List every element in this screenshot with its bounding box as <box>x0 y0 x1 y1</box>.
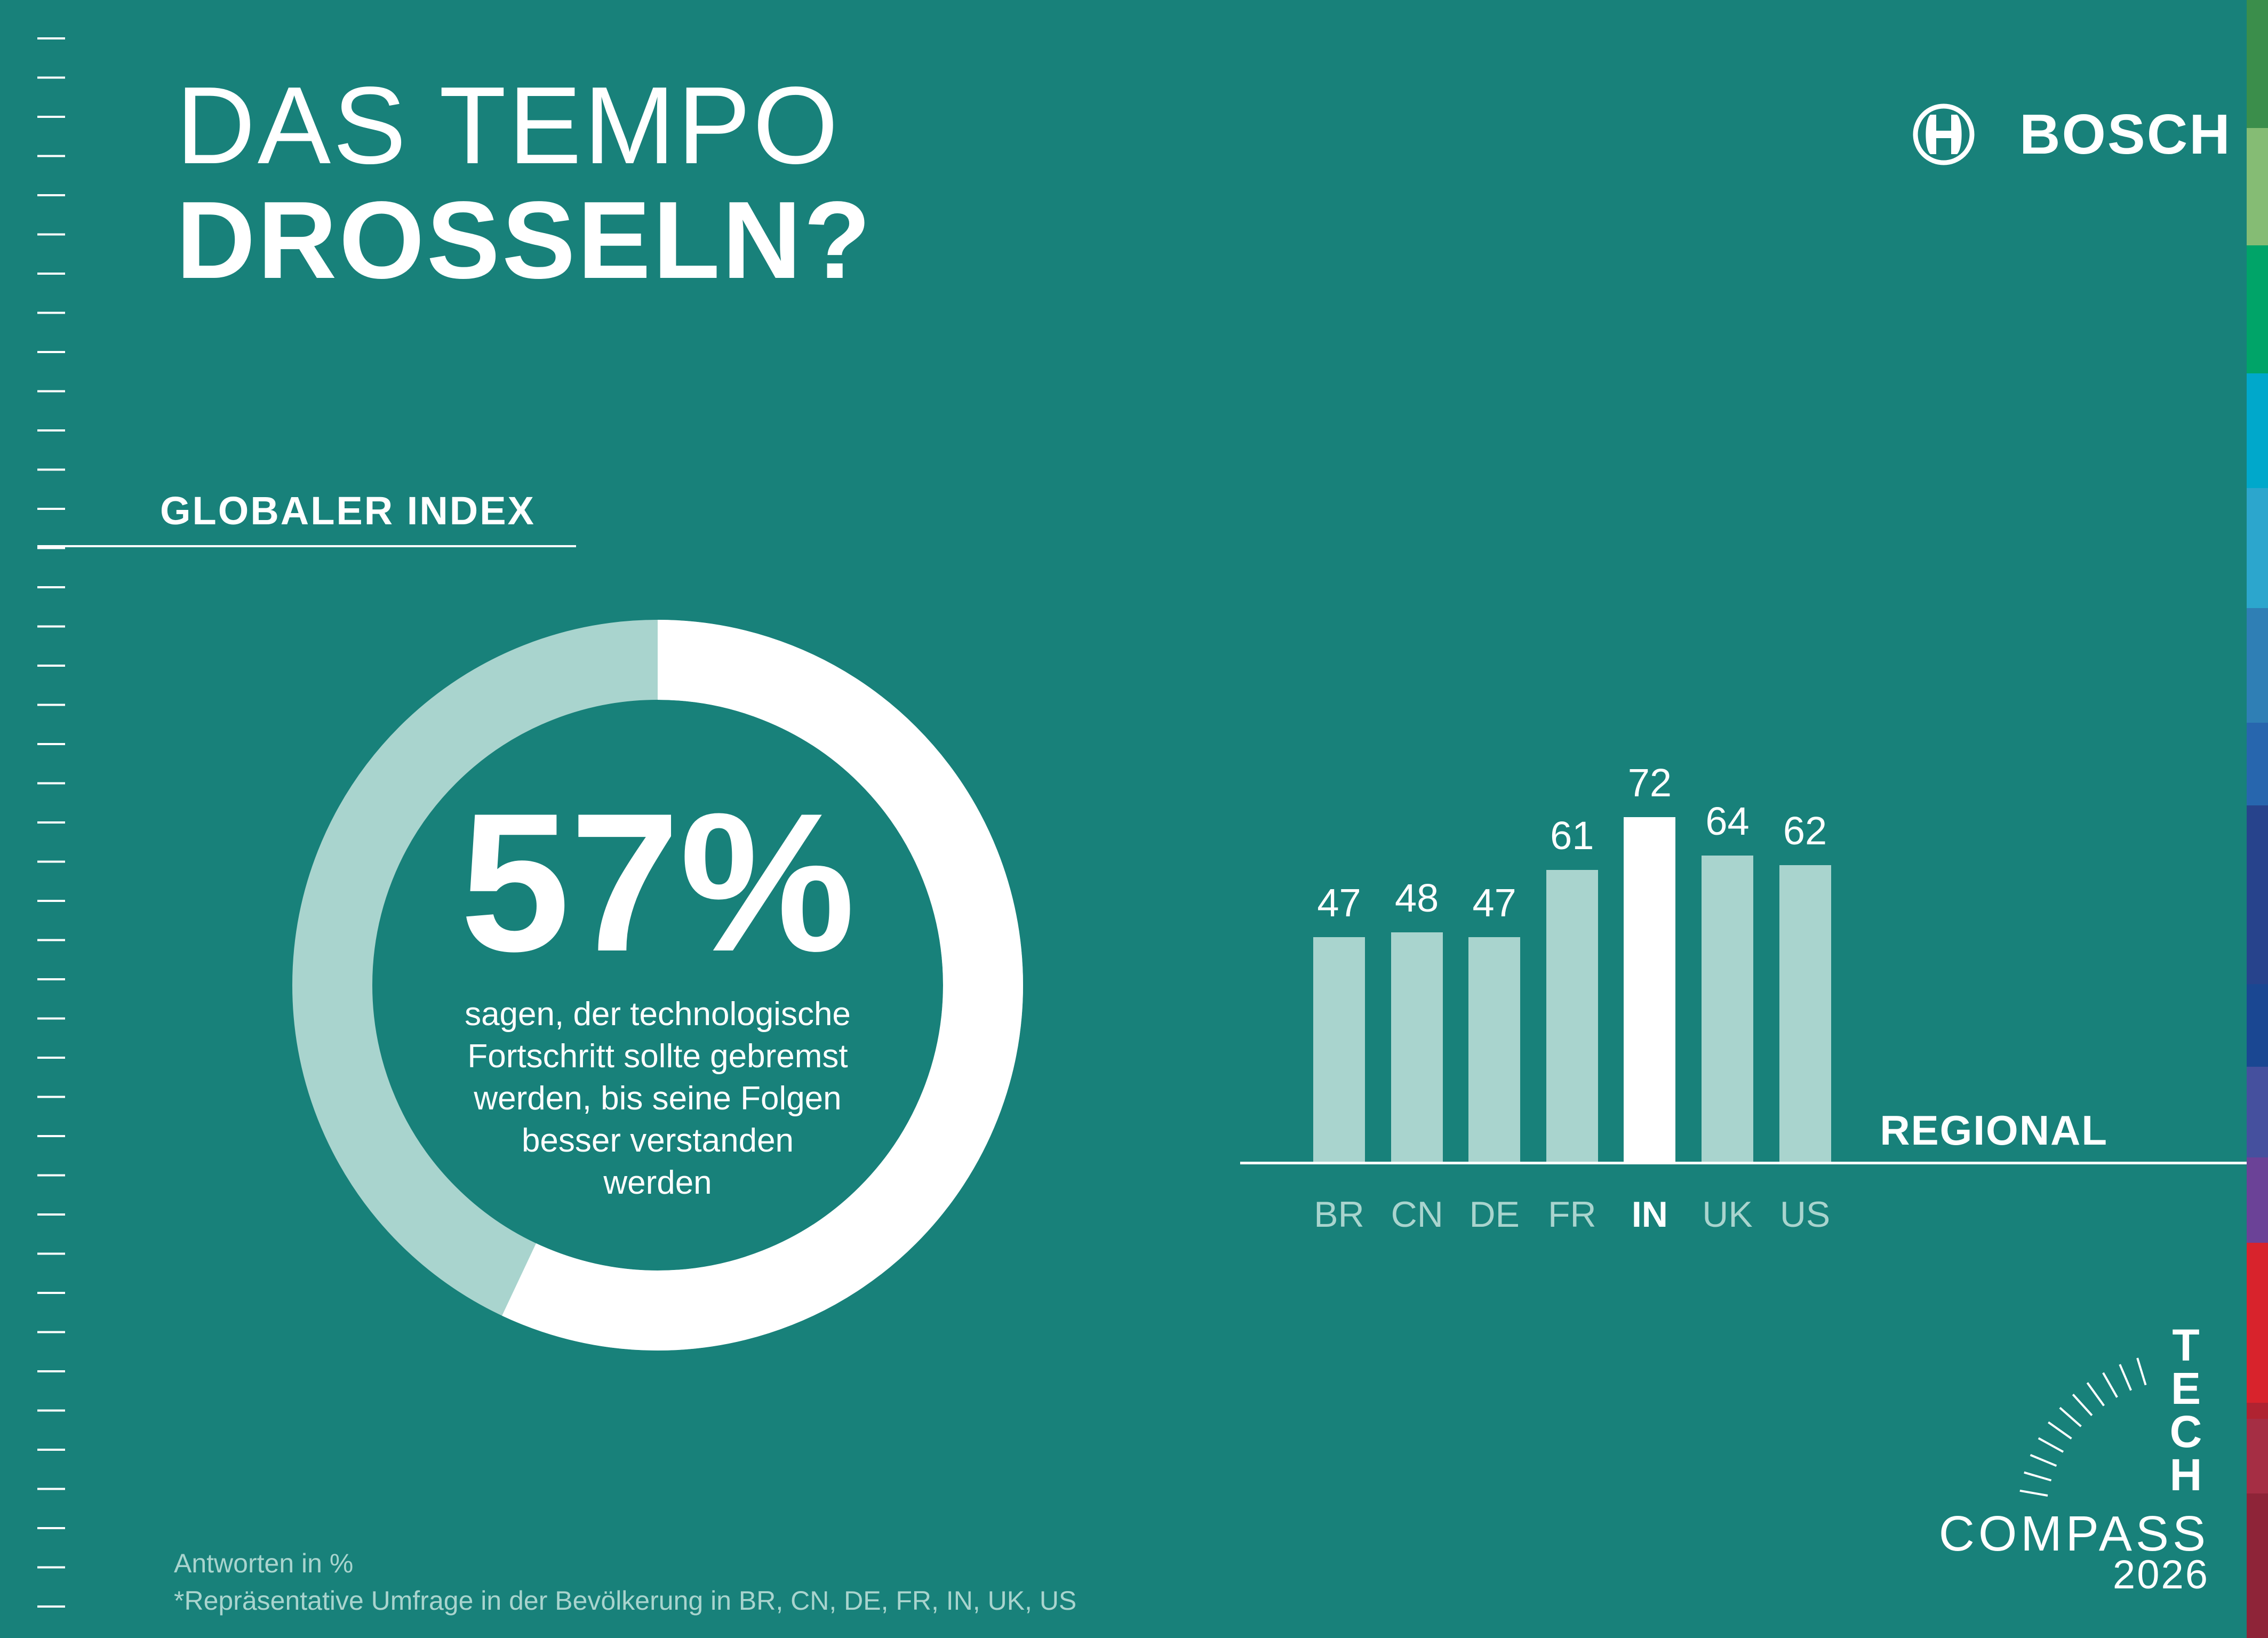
donut-percent-label: 57% <box>460 772 856 993</box>
bar-category-label: CN <box>1391 1194 1443 1235</box>
donut-description-line: sagen, der technologische <box>465 996 851 1033</box>
edge-color-stripe <box>2247 0 2268 1638</box>
tech-letter: E <box>2170 1363 2201 1413</box>
bar-group-in: 72 <box>1624 760 1676 1163</box>
bar-chart-baseline <box>1240 1162 2247 1164</box>
bar-category-row: BR CN DE FR IN UK US <box>1313 1194 1831 1235</box>
donut-description-line: werden <box>603 1164 712 1201</box>
bar-group-us: 62 <box>1779 808 1831 1163</box>
bar-value-label: 48 <box>1394 876 1439 920</box>
bar <box>1701 856 1753 1163</box>
stripe-segment <box>2247 1493 2268 1638</box>
donut-description-line: besser verstanden <box>521 1122 794 1159</box>
stripe-segment <box>2247 1419 2268 1493</box>
stripe-segment <box>2247 805 2268 984</box>
bosch-wordmark: BOSCH <box>2019 103 2232 166</box>
bar-value-label: 61 <box>1550 813 1594 858</box>
bar-value-label: 47 <box>1472 881 1516 925</box>
tech-vertical-wordmark: T E C H <box>2159 1320 2213 1500</box>
bar <box>1624 817 1676 1163</box>
tech-letter: C <box>2169 1407 2202 1457</box>
stripe-segment <box>2247 128 2268 245</box>
page-title: DAS TEMPO DROSSELN? <box>176 68 873 298</box>
section-label-globaler-index: GLOBALER INDEX <box>160 489 536 533</box>
title-line-1: DAS TEMPO <box>176 64 841 187</box>
title-line-2: DROSSELN? <box>176 179 873 301</box>
stripe-segment <box>2247 723 2268 805</box>
footnote: Antworten in % *Repräsentative Umfrage i… <box>174 1545 1076 1619</box>
year-label: 2026 <box>2112 1552 2209 1597</box>
bar <box>1391 932 1443 1163</box>
section-underline <box>37 545 576 547</box>
bosch-anchor-icon <box>1913 103 1975 165</box>
bar-value-label: 47 <box>1317 881 1361 925</box>
donut-description-line: werden, bis seine Folgen <box>474 1080 842 1117</box>
bar-value-label: 72 <box>1627 761 1672 805</box>
stripe-segment <box>2247 984 2268 1067</box>
footnote-line-1: Antworten in % <box>174 1548 354 1578</box>
bar-category-label: FR <box>1547 1194 1596 1235</box>
bar <box>1546 870 1598 1163</box>
donut-chart <box>292 620 1023 1351</box>
bar-category-label: US <box>1779 1194 1831 1235</box>
stripe-segment <box>2247 245 2268 373</box>
bar-group-de: 47 <box>1468 880 1521 1163</box>
tech-letter: T <box>2172 1320 2200 1370</box>
bar-category-label: IN <box>1631 1194 1668 1235</box>
stripe-segment <box>2247 1157 2268 1243</box>
bar <box>1779 865 1831 1163</box>
bar-group-uk: 64 <box>1701 798 1753 1163</box>
bar <box>1468 937 1521 1163</box>
footnote-line-2: *Repräsentative Umfrage in der Bevölkeru… <box>174 1586 1077 1616</box>
tech-letter: H <box>2169 1450 2202 1500</box>
bar-category-label: BR <box>1314 1194 1364 1235</box>
ruler-ticks <box>37 37 65 1635</box>
gauge-ticks-icon <box>2019 1357 2147 1497</box>
bar-chart: 47 48 47 61 72 64 62 <box>1313 760 1831 1163</box>
donut-description: sagen, der technologische Fortschritt so… <box>338 993 978 1204</box>
compass-wordmark: COMPASS <box>1938 1506 2209 1561</box>
bar-value-label: 64 <box>1705 799 1750 843</box>
bar-group-fr: 61 <box>1546 813 1598 1163</box>
stripe-segment <box>2247 1243 2268 1403</box>
bar-value-label: 62 <box>1783 809 1827 853</box>
stripe-segment <box>2247 608 2268 723</box>
stripe-segment <box>2247 488 2268 608</box>
bar-group-cn: 48 <box>1391 875 1443 1163</box>
stripe-segment <box>2247 1067 2268 1157</box>
donut-main-arc <box>292 620 1023 1351</box>
bar-group-br: 47 <box>1313 880 1365 1163</box>
stripe-segment <box>2247 1403 2268 1419</box>
regional-label: REGIONAL <box>1880 1107 2108 1154</box>
bar-category-label: UK <box>1702 1194 1753 1235</box>
stripe-segment <box>2247 0 2268 128</box>
stripe-segment <box>2247 373 2268 488</box>
donut-description-line: Fortschritt sollte gebremst <box>467 1038 848 1075</box>
bar <box>1313 937 1365 1163</box>
bar-category-label: DE <box>1469 1194 1520 1235</box>
